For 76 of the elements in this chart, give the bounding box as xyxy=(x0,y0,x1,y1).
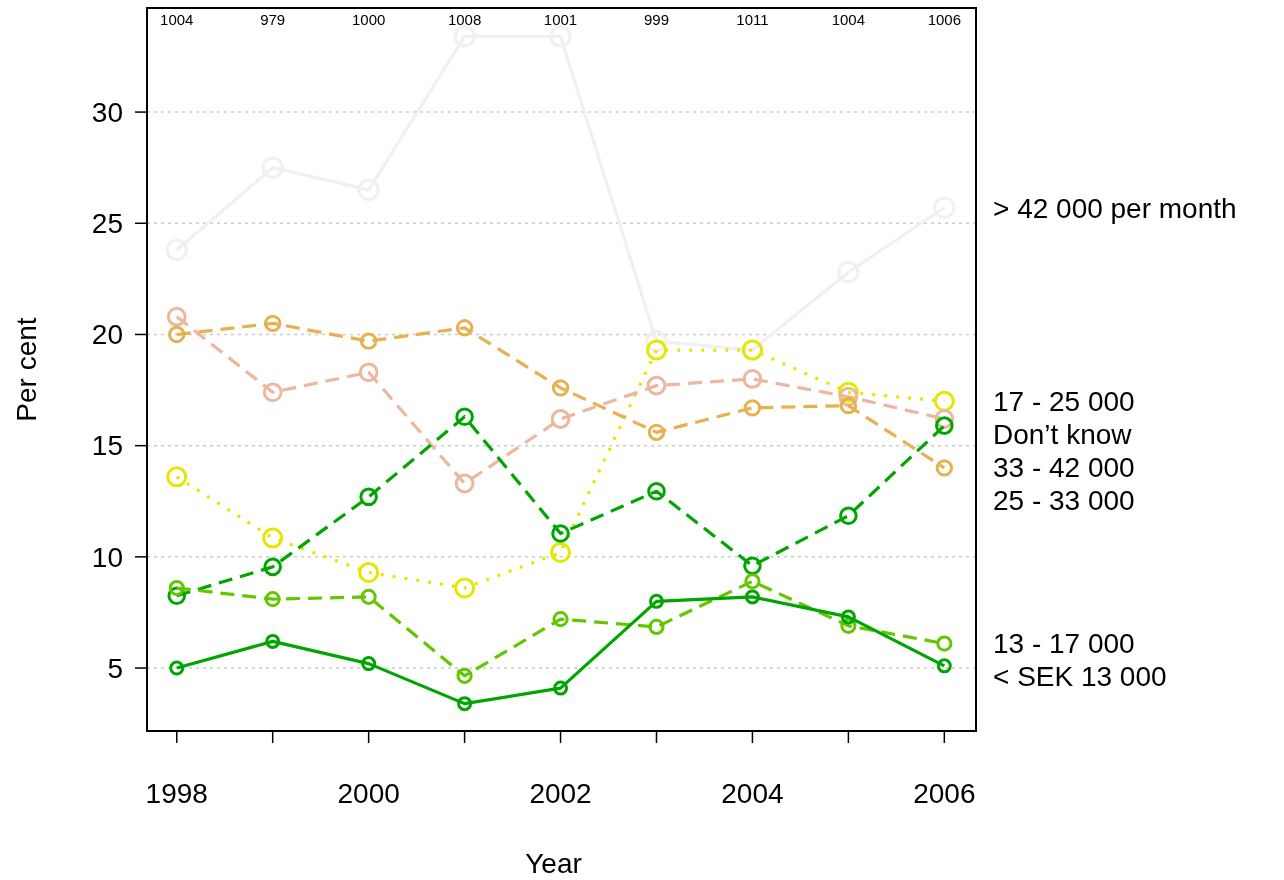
series-label: 33 - 42 000 xyxy=(993,451,1135,483)
x-tick-label: 2002 xyxy=(529,778,592,809)
point xyxy=(936,635,953,652)
point xyxy=(454,577,476,599)
point xyxy=(744,589,760,605)
point xyxy=(551,379,570,397)
point xyxy=(936,658,952,674)
point xyxy=(646,375,667,396)
series-label: Don’t know xyxy=(993,418,1133,450)
x-tick-label: 2000 xyxy=(337,778,400,809)
point xyxy=(839,396,858,415)
point xyxy=(358,561,380,583)
x-tick-label: 1998 xyxy=(145,778,208,809)
point xyxy=(265,633,281,649)
point xyxy=(359,332,378,350)
point xyxy=(550,541,572,563)
y-tick-label: 5 xyxy=(107,652,123,684)
series-label: < SEK 13 000 xyxy=(993,661,1167,693)
point xyxy=(550,409,571,429)
point xyxy=(262,382,283,403)
point xyxy=(647,423,666,442)
point xyxy=(743,399,762,417)
point xyxy=(742,369,763,389)
point xyxy=(455,407,474,427)
point xyxy=(169,660,185,676)
point xyxy=(166,466,188,488)
point xyxy=(648,618,665,636)
series-label: 25 - 33 000 xyxy=(993,484,1135,516)
x-axis-title: Year xyxy=(525,848,582,879)
point xyxy=(456,667,473,684)
point xyxy=(262,527,284,549)
y-tick-label: 20 xyxy=(91,319,123,351)
point xyxy=(168,579,185,597)
point xyxy=(361,656,377,672)
point xyxy=(551,524,570,543)
point xyxy=(454,473,475,494)
point xyxy=(935,416,954,435)
y-tick-label: 10 xyxy=(91,541,123,573)
annotation: 999 xyxy=(643,11,670,28)
point xyxy=(168,325,186,344)
point xyxy=(648,593,664,609)
point xyxy=(839,506,858,526)
annotation: 1001 xyxy=(543,11,578,28)
point xyxy=(744,573,761,590)
point xyxy=(455,319,474,337)
annotation: 1008 xyxy=(447,11,482,28)
annotation: 979 xyxy=(260,11,286,28)
point xyxy=(264,591,281,608)
annotation: 1004 xyxy=(831,11,866,28)
x-tick-label: 2006 xyxy=(913,778,976,809)
point xyxy=(360,588,377,605)
point xyxy=(743,556,762,576)
annotation: 1006 xyxy=(927,11,962,28)
point xyxy=(645,339,667,361)
series-label: 13 - 17 000 xyxy=(993,628,1135,660)
point xyxy=(263,314,282,333)
annotation: 1011 xyxy=(736,11,769,28)
x-tick-label: 2004 xyxy=(721,778,784,809)
point xyxy=(552,611,569,628)
point xyxy=(553,680,569,696)
point xyxy=(263,557,282,577)
y-tick-label: 15 xyxy=(91,430,123,462)
y-tick-label: 25 xyxy=(91,208,123,240)
point xyxy=(359,487,378,507)
point xyxy=(840,609,856,625)
point xyxy=(358,362,379,383)
y-axis-title: Per cent xyxy=(11,317,42,422)
annotation: 1000 xyxy=(351,11,386,28)
y-tick-label: 30 xyxy=(91,96,123,128)
point xyxy=(935,459,954,477)
series-label: > 42 000 per month xyxy=(993,192,1237,224)
point xyxy=(647,481,666,501)
annotation: 1004 xyxy=(160,11,194,28)
point xyxy=(166,306,187,327)
point xyxy=(457,696,473,712)
series-label: 17 - 25 000 xyxy=(993,385,1135,417)
